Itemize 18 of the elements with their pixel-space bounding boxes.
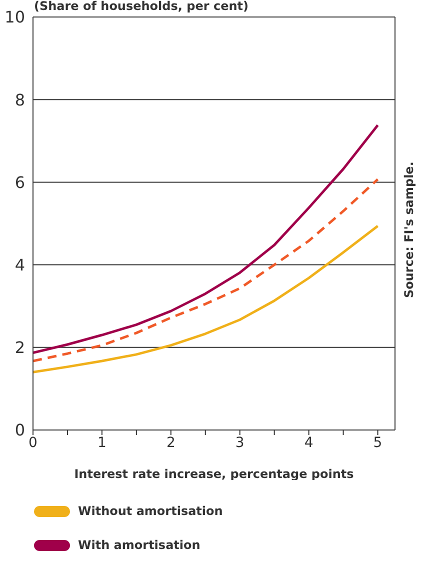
x-tick-label: 1	[97, 434, 106, 451]
y-tick-label: 8	[14, 90, 25, 110]
x-tick-label: 2	[166, 434, 176, 451]
x-tick-label: 0	[28, 434, 38, 451]
y-tick-label: 10	[4, 8, 25, 27]
line-series	[33, 124, 380, 354]
y-tick-label: 6	[14, 172, 25, 192]
source-note: Source: FI's sample.	[402, 162, 416, 298]
legend-label: Without amortisation	[78, 504, 223, 518]
y-tick-label: 4	[14, 255, 25, 274]
line-series	[33, 178, 380, 362]
chart-subtitle: (Share of households, per cent)	[34, 0, 248, 13]
x-tick-label: 5	[373, 434, 382, 451]
x-tick-label: 4	[304, 434, 314, 451]
x-tick-label: 3	[235, 434, 244, 451]
legend-label: With amortisation	[78, 538, 200, 552]
line-series	[33, 224, 380, 374]
y-tick-label: 2	[14, 338, 25, 358]
